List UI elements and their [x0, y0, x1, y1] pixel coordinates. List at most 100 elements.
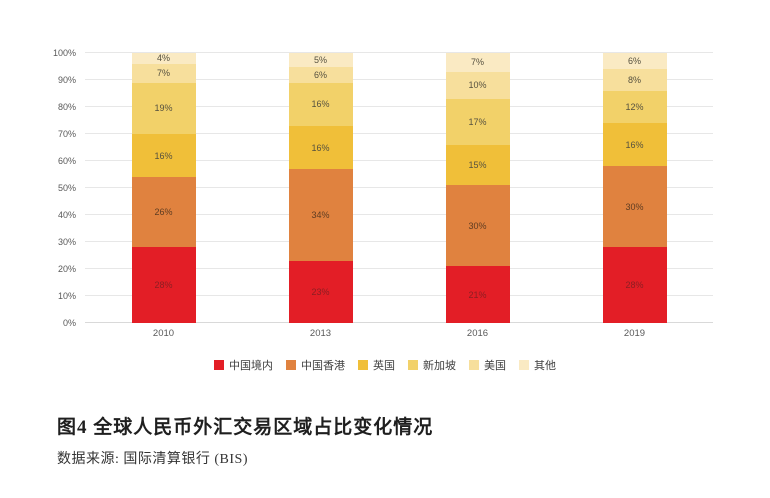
bar-segment: 16% — [288, 125, 353, 170]
gridline — [85, 133, 713, 134]
x-axis-label: 2013 — [309, 328, 332, 339]
segment-label: 17% — [468, 116, 487, 127]
y-axis-label: 50% — [57, 183, 76, 193]
segment-label: 6% — [627, 56, 641, 67]
y-axis-label: 60% — [57, 156, 76, 166]
bar-segment: 12% — [602, 90, 667, 124]
x-axis-label: 2016 — [466, 328, 489, 339]
legend-label: 中国境内 — [229, 360, 273, 372]
bar-segment: 17% — [445, 98, 510, 145]
bar-2016: 21% 30% 15% 17% 10% 7% — [445, 53, 510, 323]
segment-label: 28% — [625, 280, 644, 291]
legend: 中国境内 中国香港 英国 新加坡 美国 其他 — [0, 357, 770, 373]
bar-segment: 7% — [445, 53, 510, 72]
y-axis: 0% 10% 20% 30% 40% 50% 60% 70% 80% 90% 100% — [38, 48, 80, 328]
segment-label: 16% — [154, 150, 173, 161]
bar-segment: 6% — [288, 66, 353, 83]
legend-swatch — [214, 360, 224, 370]
bar-segment: 21% — [445, 266, 510, 323]
gridline — [85, 187, 713, 188]
y-axis-label: 100% — [52, 48, 76, 58]
segment-label: 5% — [313, 54, 327, 65]
bar-segment: 16% — [131, 134, 196, 178]
y-axis-label: 90% — [57, 75, 76, 85]
gridline — [85, 268, 713, 269]
bar-segment: 6% — [602, 53, 667, 70]
y-axis-label: 0% — [62, 318, 76, 328]
segment-label: 23% — [311, 286, 330, 297]
bar-segment: 15% — [445, 144, 510, 186]
bar-segment: 34% — [288, 169, 353, 261]
stacked-bar-chart: 0% 10% 20% 30% 40% 50% 60% 70% 80% 90% 100% 28% 26%… — [0, 48, 770, 373]
segment-label: 26% — [154, 207, 173, 218]
segment-label: 19% — [154, 103, 173, 114]
segment-label: 30% — [468, 220, 487, 231]
segment-label: 7% — [156, 68, 170, 79]
segment-label: 28% — [154, 280, 173, 291]
gridline — [85, 106, 713, 107]
legend-label: 其他 — [534, 360, 556, 372]
legend-item: 中国香港 — [286, 357, 345, 373]
segment-label: 10% — [468, 80, 487, 91]
segment-label: 6% — [313, 69, 327, 80]
bar-2019: 28% 30% 16% 12% 8% 6% — [602, 53, 667, 323]
legend-item: 美国 — [469, 357, 506, 373]
legend-label: 中国香港 — [301, 360, 345, 372]
x-axis: 2010 2013 2016 2019 — [85, 328, 713, 342]
segment-label: 16% — [625, 139, 644, 150]
legend-label: 新加坡 — [423, 360, 456, 372]
legend-item: 中国境内 — [214, 357, 273, 373]
x-axis-label: 2010 — [152, 328, 175, 339]
gridline — [85, 322, 713, 323]
gridline — [85, 52, 713, 53]
bar-segment: 8% — [602, 69, 667, 91]
bar-segment: 28% — [131, 247, 196, 323]
segment-label: 34% — [311, 210, 330, 220]
y-axis-label: 10% — [57, 291, 76, 301]
bar-segment: 7% — [131, 63, 196, 83]
segment-label: 30% — [625, 201, 644, 212]
legend-label: 美国 — [484, 360, 506, 372]
legend-item: 其他 — [519, 357, 556, 373]
gridline — [85, 295, 713, 296]
bar-segment: 16% — [602, 123, 667, 167]
segment-label: 16% — [311, 142, 330, 153]
x-axis-label: 2019 — [623, 328, 646, 339]
bar-segment: 16% — [288, 82, 353, 126]
y-axis-label: 30% — [57, 237, 76, 247]
bar-segment: 28% — [602, 247, 667, 323]
gridline — [85, 79, 713, 80]
segment-label: 21% — [468, 289, 487, 300]
segment-label: 12% — [625, 102, 644, 112]
y-axis-label: 20% — [57, 264, 76, 274]
legend-swatch — [358, 360, 368, 370]
segment-label: 15% — [468, 160, 487, 171]
figure-source: 数据来源: 国际清算银行 (BIS) — [57, 452, 248, 467]
plot-area: 28% 26% 16% 19% 7% 4% 23% 34% 16% 16% 6% 5% 21% 30% 15… — [85, 52, 713, 323]
legend-swatch — [469, 360, 479, 370]
bar-segment: 10% — [445, 71, 510, 99]
y-axis-label: 80% — [57, 102, 76, 112]
bar-segment: 30% — [445, 185, 510, 267]
figure-title: 图4 全球人民币外汇交易区域占比变化情况 — [57, 417, 434, 438]
segment-label: 16% — [311, 99, 330, 110]
gridline — [85, 160, 713, 161]
segment-label: 8% — [627, 75, 641, 86]
bar-segment: 23% — [288, 260, 353, 323]
bar-segment: 30% — [602, 166, 667, 248]
gridline — [85, 214, 713, 215]
segment-label: 7% — [470, 57, 484, 68]
bar-segment: 26% — [131, 177, 196, 248]
legend-item: 英国 — [358, 357, 395, 373]
segment-label: 4% — [156, 53, 170, 64]
legend-swatch — [286, 360, 296, 370]
legend-item: 新加坡 — [408, 357, 456, 373]
y-axis-label: 40% — [57, 210, 76, 220]
bar-segment: 19% — [131, 82, 196, 134]
bar-segment: 4% — [131, 53, 196, 64]
y-axis-label: 70% — [57, 129, 76, 139]
bar-segment: 5% — [288, 53, 353, 67]
legend-label: 英国 — [373, 360, 395, 372]
gridline — [85, 241, 713, 242]
bar-2010: 28% 26% 16% 19% 7% 4% — [131, 53, 196, 323]
